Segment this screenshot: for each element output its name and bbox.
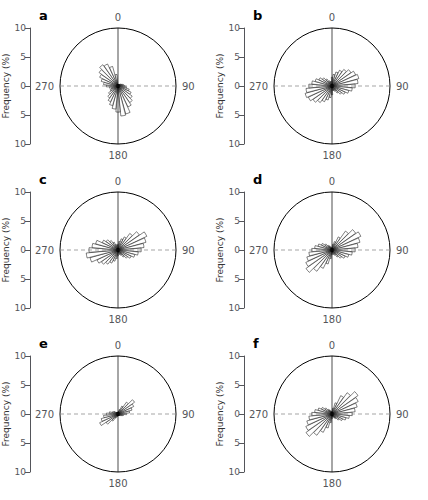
svg-text:Frequency (%): Frequency (%) [1, 54, 11, 119]
svg-text:10: 10 [229, 139, 241, 149]
svg-text:10: 10 [15, 303, 27, 313]
svg-text:f: f [253, 336, 259, 351]
svg-text:270: 270 [249, 409, 268, 420]
svg-text:e: e [39, 336, 48, 351]
svg-text:0: 0 [234, 81, 240, 91]
svg-text:10: 10 [229, 467, 241, 477]
svg-text:10: 10 [229, 351, 241, 361]
svg-text:0: 0 [234, 245, 240, 255]
svg-text:5: 5 [20, 438, 26, 448]
svg-text:0: 0 [329, 176, 335, 187]
svg-text:270: 270 [249, 245, 268, 256]
svg-text:0: 0 [329, 340, 335, 351]
svg-text:0: 0 [115, 340, 121, 351]
svg-text:180: 180 [108, 478, 127, 489]
svg-text:5: 5 [234, 216, 240, 226]
svg-text:10: 10 [15, 467, 27, 477]
svg-text:10: 10 [15, 187, 27, 197]
svg-text:10: 10 [229, 187, 241, 197]
svg-text:270: 270 [249, 81, 268, 92]
svg-text:180: 180 [322, 150, 341, 161]
svg-text:90: 90 [182, 409, 195, 420]
svg-text:0: 0 [329, 12, 335, 23]
svg-text:c: c [39, 172, 47, 187]
svg-text:5: 5 [20, 52, 26, 62]
svg-text:90: 90 [396, 245, 409, 256]
svg-text:0: 0 [234, 409, 240, 419]
svg-text:180: 180 [108, 150, 127, 161]
svg-text:a: a [39, 8, 48, 23]
svg-text:b: b [253, 8, 262, 23]
svg-text:10: 10 [229, 23, 241, 33]
svg-text:5: 5 [234, 438, 240, 448]
svg-text:d: d [253, 172, 262, 187]
svg-text:Frequency (%): Frequency (%) [1, 382, 11, 447]
svg-text:0: 0 [20, 81, 26, 91]
svg-text:180: 180 [108, 314, 127, 325]
svg-text:10: 10 [229, 303, 241, 313]
svg-text:5: 5 [20, 110, 26, 120]
svg-text:5: 5 [20, 274, 26, 284]
svg-text:5: 5 [234, 274, 240, 284]
svg-text:0: 0 [115, 12, 121, 23]
svg-text:90: 90 [396, 81, 409, 92]
svg-text:0: 0 [20, 245, 26, 255]
svg-text:270: 270 [35, 245, 54, 256]
svg-text:Frequency (%): Frequency (%) [215, 382, 225, 447]
svg-text:180: 180 [322, 478, 341, 489]
svg-text:5: 5 [234, 380, 240, 390]
svg-text:10: 10 [15, 23, 27, 33]
svg-text:0: 0 [20, 409, 26, 419]
svg-text:Frequency (%): Frequency (%) [215, 218, 225, 283]
svg-text:180: 180 [322, 314, 341, 325]
svg-text:Frequency (%): Frequency (%) [1, 218, 11, 283]
svg-text:5: 5 [20, 380, 26, 390]
svg-text:5: 5 [234, 110, 240, 120]
svg-text:270: 270 [35, 81, 54, 92]
svg-text:0: 0 [115, 176, 121, 187]
svg-text:Frequency (%): Frequency (%) [215, 54, 225, 119]
svg-text:10: 10 [15, 351, 27, 361]
svg-text:90: 90 [182, 245, 195, 256]
svg-text:270: 270 [35, 409, 54, 420]
svg-text:5: 5 [20, 216, 26, 226]
svg-text:10: 10 [15, 139, 27, 149]
svg-text:90: 90 [182, 81, 195, 92]
svg-text:90: 90 [396, 409, 409, 420]
svg-text:5: 5 [234, 52, 240, 62]
